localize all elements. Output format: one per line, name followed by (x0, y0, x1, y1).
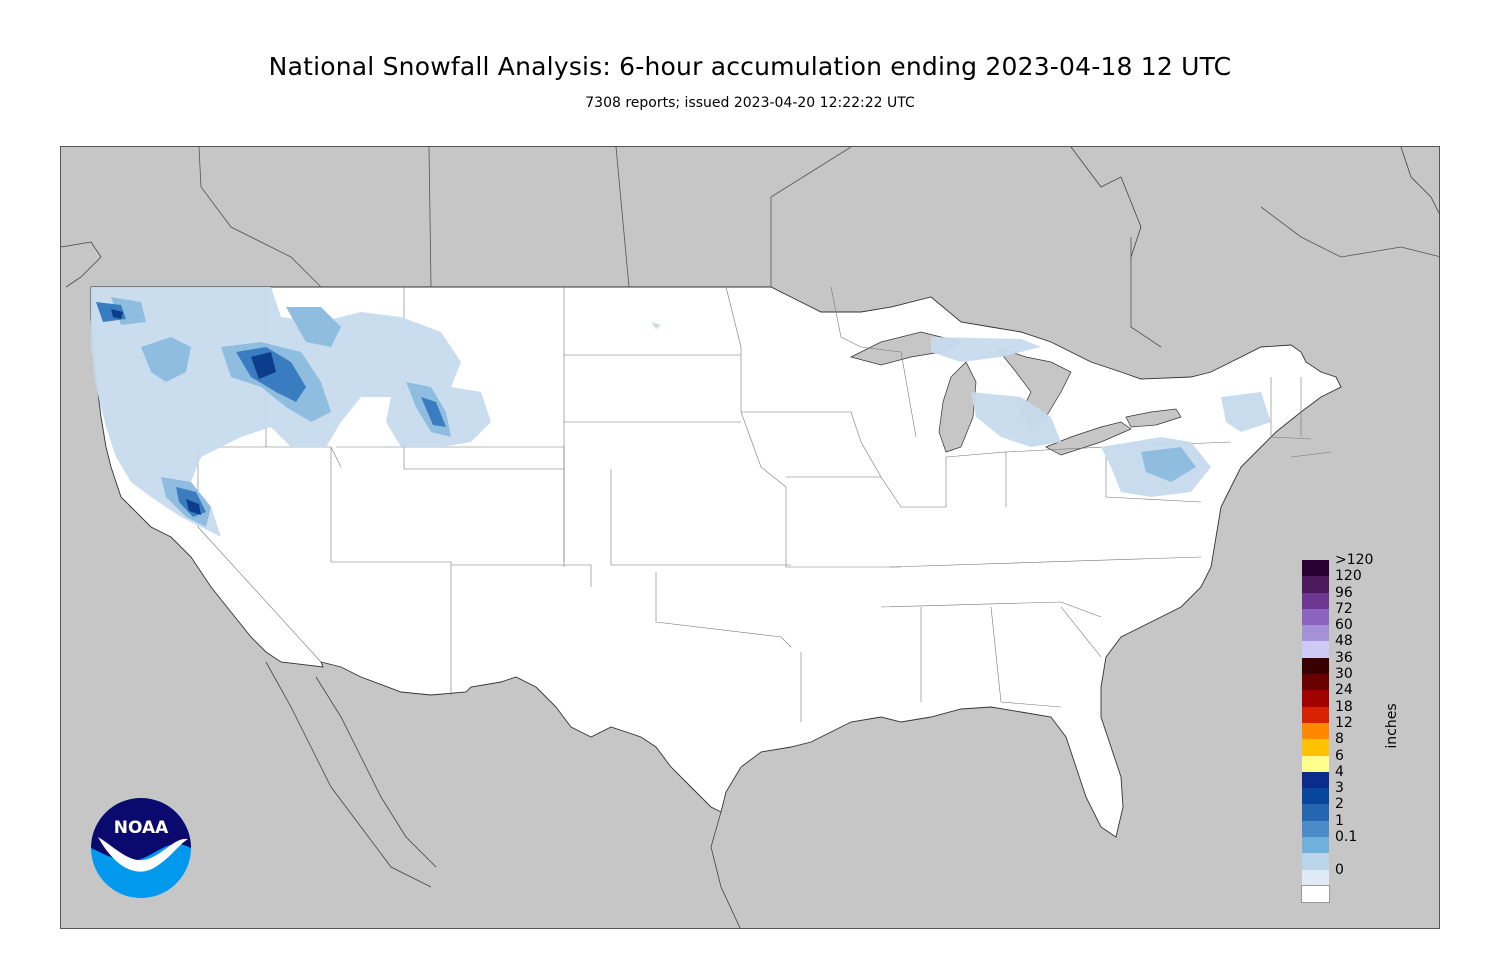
legend-label: 4 (1335, 763, 1344, 780)
canada-boundaries (198, 147, 1439, 348)
canada-coast (61, 147, 1439, 288)
legend-label: 0.1 (1335, 829, 1358, 846)
legend-label: 36 (1335, 649, 1353, 666)
legend-row: 30 (1302, 667, 1422, 691)
legend-label: 48 (1335, 633, 1353, 650)
snowfall-legend: >120 120 96 72 60 48 36 30 24 18 12 8 6 4 3 2 1 0.1 0 (1301, 553, 1422, 904)
legend-row: 6 (1302, 749, 1422, 772)
legend-label: 6 (1335, 747, 1344, 764)
legend-label: 120 (1335, 568, 1362, 585)
noaa-logo-icon: NOAA (90, 797, 192, 899)
legend-swatch (1302, 739, 1329, 756)
noaa-logo-gull (98, 837, 188, 872)
legend-label: 2 (1335, 796, 1344, 813)
legend-swatch (1302, 853, 1329, 870)
legend-label: 60 (1335, 617, 1353, 634)
legend-swatch (1302, 804, 1329, 821)
legend-swatch (1302, 869, 1329, 886)
legend-swatch (1302, 625, 1329, 642)
snow-light (91, 287, 1271, 537)
legend-label: 72 (1335, 600, 1353, 617)
legend-label: 96 (1335, 584, 1353, 601)
legend-row: 60 (1302, 618, 1422, 642)
legend-label: 18 (1335, 698, 1353, 715)
legend-row: 0 (1302, 863, 1422, 886)
legend-label: 3 (1335, 780, 1344, 797)
legend-label: 24 (1335, 682, 1353, 699)
legend-row: 120 (1302, 569, 1422, 593)
legend-row: 3 (1302, 781, 1422, 805)
legend-row: 0.1 (1302, 830, 1422, 854)
legend-swatch (1302, 674, 1329, 691)
legend-swatch (1302, 608, 1329, 626)
legend-row: 2 (1302, 797, 1422, 821)
noaa-logo-top (91, 798, 191, 862)
noaa-logo-text: NOAA (114, 818, 169, 838)
legend-swatch (1302, 755, 1329, 772)
legend-swatch (1302, 706, 1329, 723)
legend-label: 1 (1335, 812, 1344, 829)
legend-row: 96 (1302, 586, 1422, 609)
legend-label: >120 (1335, 552, 1374, 568)
legend-row: 24 (1302, 683, 1422, 707)
state-boundaries (91, 286, 1332, 722)
legend-swatch (1302, 788, 1329, 805)
legend-row: 36 (1302, 651, 1422, 675)
legend-swatch (1302, 690, 1329, 707)
legend-row: 48 (1302, 634, 1422, 658)
mexico-coast (265, 661, 741, 928)
legend-swatch (1302, 592, 1329, 609)
legend-swatch (1302, 576, 1329, 593)
great-lakes (850, 331, 1182, 456)
map-title: National Snowfall Analysis: 6-hour accum… (268, 52, 1232, 81)
legend-row (1302, 853, 1422, 870)
legend-units-label: inches (1384, 703, 1400, 749)
legend-row: 1 (1302, 814, 1422, 838)
legend-row (1301, 884, 1422, 904)
legend-label: 0 (1335, 861, 1344, 878)
legend-swatch (1302, 657, 1329, 675)
legend-row: 12 (1302, 716, 1422, 740)
snow-very-heavy (111, 309, 276, 515)
legend-swatch (1301, 884, 1330, 904)
map-subtitle: 7308 reports; issued 2023-04-20 12:22:22… (585, 95, 915, 111)
legend-swatch (1302, 641, 1329, 658)
legend-row: 18 (1302, 700, 1422, 723)
snowfall-map (60, 146, 1440, 929)
legend-label: 30 (1335, 666, 1353, 683)
legend-label: 12 (1335, 714, 1353, 731)
legend-swatch (1302, 820, 1329, 838)
legend-swatch (1302, 722, 1329, 740)
legend-row: >120 (1302, 553, 1422, 577)
legend-swatch (1302, 837, 1329, 854)
legend-swatch (1302, 560, 1329, 577)
legend-label: 8 (1335, 731, 1344, 748)
legend-swatch (1302, 771, 1329, 789)
legend-row: 8 (1302, 732, 1422, 756)
legend-row: 4 (1302, 765, 1422, 789)
legend-row: 72 (1302, 602, 1422, 626)
